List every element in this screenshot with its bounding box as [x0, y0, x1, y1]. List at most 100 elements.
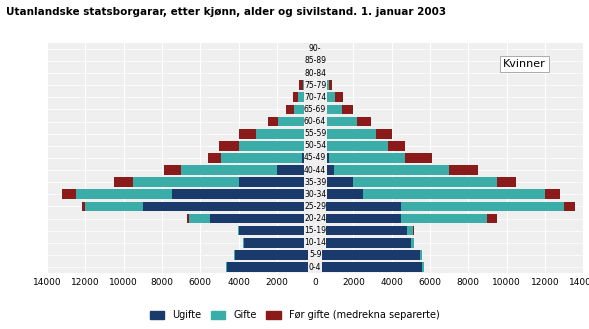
Bar [313, 56, 315, 66]
Text: 60-64: 60-64 [304, 117, 326, 126]
Bar [298, 92, 312, 102]
Bar [239, 226, 315, 236]
Bar [308, 56, 309, 66]
Text: 40-44: 40-44 [304, 165, 326, 175]
Text: 80-84: 80-84 [304, 68, 326, 78]
Text: Kvinner: Kvinner [503, 59, 545, 69]
Bar [315, 153, 329, 163]
Bar [293, 92, 298, 102]
Text: 55-59: 55-59 [304, 129, 326, 138]
Bar [315, 80, 317, 90]
Bar [353, 177, 497, 187]
Bar [401, 214, 488, 223]
Bar [497, 177, 516, 187]
Bar [319, 105, 342, 114]
Bar [313, 68, 315, 78]
Bar [210, 214, 315, 223]
Bar [239, 129, 256, 139]
Bar [314, 44, 315, 54]
Bar [315, 238, 411, 248]
Text: 25-29: 25-29 [304, 202, 326, 211]
Bar [449, 165, 478, 175]
Bar [133, 177, 239, 187]
Text: 45-49: 45-49 [304, 153, 326, 163]
Bar [317, 56, 319, 66]
Bar [315, 92, 318, 102]
Bar [407, 226, 413, 236]
Bar [315, 141, 321, 151]
Bar [315, 190, 363, 199]
Bar [208, 153, 221, 163]
Text: Utanlandske statsborgarar, etter kjønn, alder og sivilstand. 1. januar 2003: Utanlandske statsborgarar, etter kjønn, … [6, 7, 446, 16]
Bar [302, 153, 315, 163]
Text: 85-89: 85-89 [304, 57, 326, 65]
Bar [244, 238, 315, 248]
Bar [305, 68, 313, 78]
Bar [564, 202, 575, 211]
Bar [376, 129, 392, 139]
Bar [315, 117, 319, 126]
Bar [239, 177, 315, 187]
Bar [234, 250, 315, 260]
Text: 5-9: 5-9 [309, 250, 322, 259]
Bar [85, 202, 143, 211]
Bar [315, 129, 319, 139]
Bar [363, 190, 545, 199]
Bar [164, 165, 181, 175]
Bar [421, 250, 422, 260]
Bar [335, 92, 343, 102]
Bar [329, 153, 405, 163]
Bar [286, 105, 294, 114]
Bar [316, 44, 317, 54]
Text: 70-74: 70-74 [304, 93, 326, 102]
Bar [143, 202, 315, 211]
Bar [239, 141, 306, 151]
Bar [315, 56, 317, 66]
Bar [321, 141, 388, 151]
Legend: Ugifte, Gifte, Før gifte (medrekna separerte): Ugifte, Gifte, Før gifte (medrekna separ… [145, 306, 444, 324]
Bar [237, 226, 239, 236]
Bar [171, 190, 315, 199]
Bar [315, 68, 317, 78]
Bar [306, 141, 315, 151]
Bar [388, 141, 405, 151]
Bar [315, 105, 319, 114]
Bar [315, 44, 316, 54]
Bar [335, 165, 449, 175]
Bar [114, 177, 133, 187]
Bar [315, 250, 421, 260]
Text: 0-4: 0-4 [309, 263, 322, 271]
Bar [321, 68, 325, 78]
Bar [311, 44, 314, 54]
Bar [342, 105, 353, 114]
Bar [315, 165, 335, 175]
Text: 20-24: 20-24 [304, 214, 326, 223]
Bar [268, 117, 278, 126]
Bar [312, 92, 315, 102]
Bar [315, 214, 401, 223]
Bar [318, 92, 335, 102]
Bar [317, 80, 329, 90]
Bar [226, 262, 227, 272]
Bar [294, 105, 311, 114]
Bar [545, 190, 560, 199]
Bar [181, 165, 277, 175]
Bar [315, 177, 353, 187]
Bar [62, 190, 76, 199]
Bar [488, 214, 497, 223]
Bar [304, 68, 305, 78]
Bar [311, 105, 315, 114]
Bar [219, 141, 239, 151]
Text: 50-54: 50-54 [304, 141, 326, 150]
Text: 10-14: 10-14 [304, 238, 326, 247]
Text: 30-34: 30-34 [304, 190, 326, 199]
Bar [317, 68, 321, 78]
Text: 65-69: 65-69 [304, 105, 326, 114]
Bar [278, 117, 310, 126]
Bar [357, 117, 370, 126]
Bar [256, 129, 309, 139]
Bar [312, 80, 315, 90]
Bar [187, 214, 188, 223]
Text: 15-19: 15-19 [304, 226, 326, 235]
Bar [310, 117, 315, 126]
